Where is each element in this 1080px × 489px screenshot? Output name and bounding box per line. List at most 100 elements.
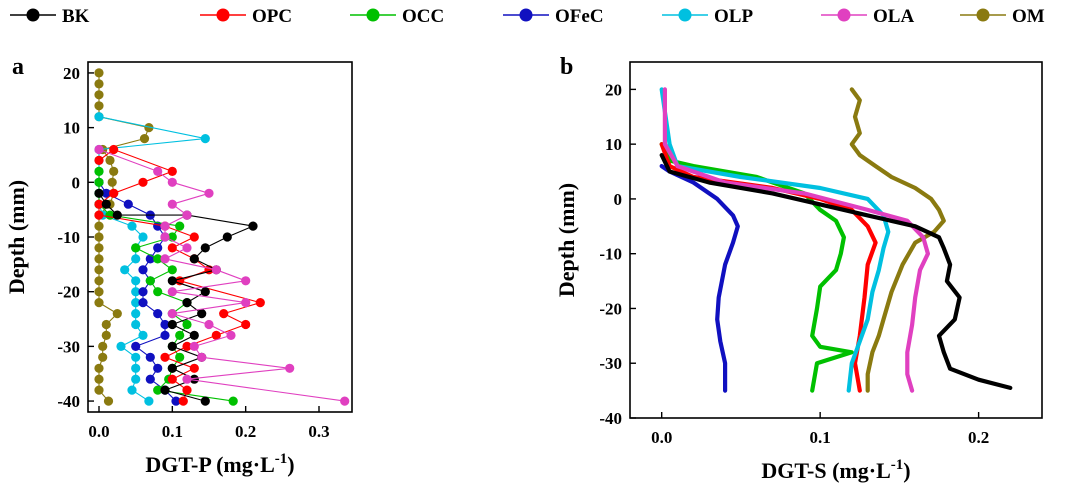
series-line xyxy=(662,87,931,393)
data-point xyxy=(101,330,111,340)
data-point xyxy=(94,276,104,286)
data-point xyxy=(189,330,199,340)
data-point xyxy=(182,385,192,395)
series-ofec xyxy=(659,164,740,393)
legend-item-ola: OLA xyxy=(821,6,914,27)
series-line xyxy=(98,148,346,402)
y-tick-label: 0 xyxy=(614,190,623,209)
data-point xyxy=(182,210,192,220)
data-point xyxy=(153,287,163,297)
data-point xyxy=(255,298,265,308)
plot-frame xyxy=(629,61,1043,419)
x-tick-label: 0.1 xyxy=(810,428,831,447)
data-point xyxy=(94,166,104,176)
data-point xyxy=(228,396,238,406)
data-point xyxy=(112,309,122,319)
data-point xyxy=(144,396,154,406)
data-point xyxy=(94,188,104,198)
data-point xyxy=(94,232,104,242)
data-point xyxy=(109,166,119,176)
legend-label: OFeC xyxy=(555,6,604,27)
x-axis-label-superscript: -1 xyxy=(275,451,288,467)
x-axis-label-end: ) xyxy=(903,458,910,483)
data-point xyxy=(171,396,181,406)
data-point xyxy=(200,396,210,406)
data-point xyxy=(211,265,221,275)
data-point xyxy=(138,177,148,187)
y-tick-label: -40 xyxy=(57,392,80,411)
data-point xyxy=(167,199,177,209)
legend-item-bk: BK xyxy=(10,6,90,27)
legend: BK OPC OCC OFeC OLP OLA OM xyxy=(10,6,1045,27)
legend-item-opc: OPC xyxy=(200,6,292,27)
data-point xyxy=(285,363,295,373)
data-point xyxy=(211,330,221,340)
y-tick-label: 10 xyxy=(63,119,80,138)
data-point xyxy=(103,396,114,406)
legend-item-olp: OLP xyxy=(662,6,753,27)
series-ola xyxy=(94,144,350,406)
series-line xyxy=(659,153,1013,390)
y-tick-label: -20 xyxy=(599,299,622,318)
data-point xyxy=(167,319,177,330)
data-point xyxy=(94,199,104,209)
data-point xyxy=(182,374,192,384)
data-point xyxy=(94,210,104,220)
data-point xyxy=(131,243,141,253)
x-tick-label: 0.0 xyxy=(88,422,109,441)
y-tick-label: 10 xyxy=(605,135,622,154)
data-point xyxy=(189,254,199,264)
data-point xyxy=(94,385,104,395)
data-point xyxy=(94,79,104,89)
data-point xyxy=(204,188,214,198)
data-point xyxy=(109,144,119,155)
data-point xyxy=(116,341,126,351)
data-point xyxy=(131,352,141,362)
data-point xyxy=(241,298,251,308)
data-point xyxy=(138,265,148,275)
data-point xyxy=(94,287,104,297)
legend-label: OCC xyxy=(402,6,444,27)
panel-b: 0.0 0.1 0.2 20 10 0 -10 -20 -30 -40 b Depth (mm) DGT… xyxy=(554,54,1043,483)
data-point xyxy=(145,352,155,362)
data-point xyxy=(182,341,192,351)
data-point xyxy=(153,254,163,264)
y-tick-label: -20 xyxy=(57,283,80,302)
x-axis-label: DGT-P (mg·L-1) xyxy=(145,451,294,477)
legend-marker xyxy=(366,8,380,22)
data-point xyxy=(153,385,163,395)
series-line xyxy=(98,148,261,402)
data-point xyxy=(112,210,122,220)
data-point xyxy=(138,232,148,242)
data-point xyxy=(131,319,141,330)
data-point xyxy=(94,68,104,78)
data-point xyxy=(105,155,115,165)
data-point xyxy=(131,341,141,351)
data-point xyxy=(175,221,185,231)
data-point xyxy=(127,385,137,395)
data-point xyxy=(94,221,104,231)
legend-marker xyxy=(976,8,990,22)
data-point xyxy=(182,319,192,330)
legend-marker xyxy=(678,8,692,22)
data-point xyxy=(94,298,104,308)
data-point xyxy=(182,243,192,253)
data-point xyxy=(219,309,229,319)
series-occ xyxy=(659,142,854,393)
data-point xyxy=(167,341,177,351)
series-opc xyxy=(94,144,265,406)
panel-label: a xyxy=(12,54,24,80)
legend-item-om: OM xyxy=(960,6,1045,27)
data-point xyxy=(167,166,177,176)
data-point xyxy=(98,352,108,362)
legend-marker xyxy=(216,8,230,22)
data-point xyxy=(167,276,177,286)
data-point xyxy=(145,276,155,286)
x-tick-label: 0.3 xyxy=(308,422,329,441)
data-point xyxy=(101,188,111,198)
data-point xyxy=(175,352,185,362)
panel-a: 0.0 0.1 0.2 0.3 20 10 0 -10 -20 -30 -40 a Depth (mm)… xyxy=(4,54,353,477)
series-bk xyxy=(659,153,1013,390)
data-point xyxy=(248,221,258,231)
